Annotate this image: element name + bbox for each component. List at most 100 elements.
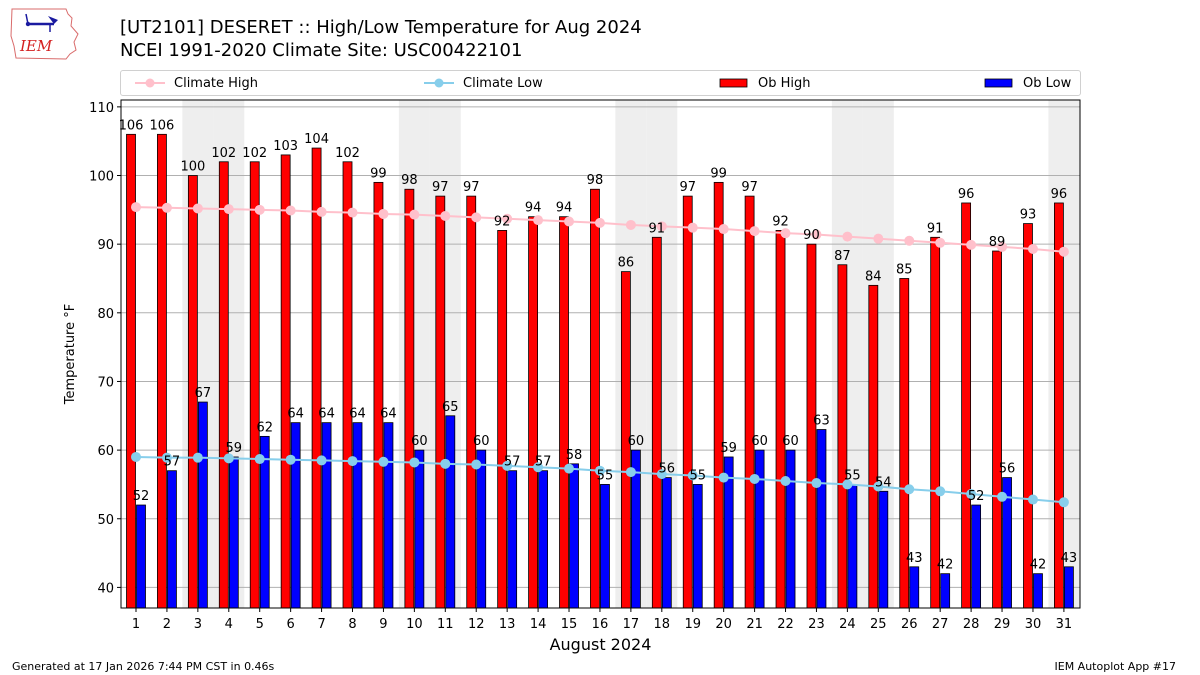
ob-low-bar	[167, 470, 177, 609]
weekend-shade	[862, 100, 894, 608]
ob-low-bar	[847, 484, 858, 609]
climate-low-point	[780, 476, 791, 486]
y-tick-label: 110	[89, 101, 114, 116]
climate-high-point	[471, 212, 482, 223]
climate-low-point	[811, 478, 822, 489]
climate-high-point	[564, 216, 575, 227]
ob-low-label: 60	[411, 434, 428, 449]
climate-high-point	[192, 203, 203, 214]
weekend-shade	[1048, 100, 1080, 608]
climate-high-point	[935, 237, 946, 248]
ob-high-bar	[837, 264, 848, 609]
ob-low-bar	[197, 401, 208, 609]
y-tick-label: 50	[97, 513, 114, 528]
ob-low-bar	[1064, 566, 1074, 609]
climate-low-point	[594, 465, 605, 476]
x-tick-label: 4	[225, 617, 233, 632]
climate-high-point	[966, 239, 977, 250]
ob-high-label: 97	[679, 180, 696, 195]
ob-low-swatch-icon	[984, 78, 1013, 88]
ob-high-label: 97	[741, 180, 758, 195]
ob-high-bar	[404, 188, 415, 609]
ob-high-swatch-icon	[719, 78, 748, 88]
climate-low-point	[1027, 494, 1038, 505]
ob-high-label: 91	[927, 221, 944, 236]
x-tick-label: 5	[256, 617, 264, 632]
ob-high-bar	[249, 161, 260, 609]
x-tick-label: 30	[1025, 617, 1042, 632]
climate-low-point	[873, 481, 884, 492]
ob-low-bar	[569, 463, 579, 609]
climate-high-point	[625, 219, 636, 230]
climate-low-point	[533, 462, 544, 473]
x-tick-label: 29	[994, 617, 1011, 632]
ob-high-bar	[1054, 202, 1064, 609]
legend-label: Climate Low	[463, 75, 543, 91]
iem-logo: IEM	[10, 8, 79, 60]
climate-low-point	[625, 467, 636, 478]
climate-high-point	[223, 204, 234, 215]
x-tick-label: 28	[963, 617, 980, 632]
x-tick-label: 3	[194, 617, 202, 632]
x-tick-label: 8	[348, 617, 356, 632]
climate-high-point	[687, 222, 698, 233]
ob-high-label: 106	[119, 118, 144, 133]
ob-high-label: 99	[370, 166, 387, 181]
ob-low-bar	[321, 422, 332, 609]
climate-low-line-icon	[424, 78, 454, 88]
climate-low-point	[316, 455, 327, 466]
ob-low-label: 54	[875, 475, 892, 490]
ob-high-bar	[373, 181, 384, 609]
climate-high-point	[1027, 243, 1038, 254]
app-credit: IEM Autoplot App #17	[1054, 660, 1177, 673]
ob-low-bar	[940, 573, 951, 609]
ob-low-label: 67	[195, 386, 212, 401]
climate-high-point	[656, 221, 667, 232]
ob-high-label: 99	[710, 166, 727, 181]
ob-high-label: 96	[1051, 187, 1068, 202]
ob-low-bar	[971, 504, 982, 609]
ob-high-label: 91	[649, 221, 666, 236]
ob-low-bar	[352, 422, 363, 609]
ob-low-bar	[538, 470, 548, 609]
ob-high-label: 102	[211, 146, 236, 161]
climate-low-point	[192, 452, 203, 463]
ob-low-label: 52	[133, 489, 150, 504]
x-tick-label: 16	[592, 617, 609, 632]
ob-low-label: 56	[999, 462, 1016, 477]
ob-low-label: 43	[906, 551, 923, 566]
climate-high-point	[904, 235, 915, 246]
ob-low-label: 60	[628, 434, 645, 449]
legend-label: Ob High	[758, 75, 811, 91]
x-tick-label: 1	[132, 617, 140, 632]
ob-high-label: 87	[834, 249, 851, 264]
x-tick-label: 25	[870, 617, 887, 632]
ob-low-label: 60	[751, 434, 768, 449]
ob-low-label: 62	[256, 420, 273, 435]
legend-label: Ob Low	[1023, 75, 1072, 91]
ob-high-label: 104	[304, 132, 329, 147]
ob-low-label: 57	[504, 455, 521, 470]
ob-low-bar	[878, 490, 889, 609]
weekend-shade	[615, 100, 647, 608]
ob-high-bar	[651, 236, 662, 609]
logo-text: IEM	[19, 37, 53, 55]
climate-low-point	[687, 470, 698, 481]
ob-low-bar	[816, 429, 827, 609]
climate-high-point	[347, 207, 358, 218]
ob-low-label: 64	[349, 407, 366, 422]
x-tick-label: 14	[530, 617, 547, 632]
x-tick-label: 22	[777, 617, 794, 632]
climate-low-point	[378, 456, 389, 467]
x-tick-label: 15	[561, 617, 578, 632]
climate-high-point	[378, 208, 389, 219]
weekend-shade	[182, 100, 214, 608]
ob-high-label: 97	[432, 180, 449, 195]
ob-high-label: 86	[618, 256, 635, 271]
climate-low-point	[502, 460, 513, 471]
climate-high-point	[811, 229, 822, 240]
climate-low-point	[131, 451, 141, 462]
ob-high-label: 100	[180, 160, 205, 175]
ob-low-bar	[507, 470, 518, 609]
